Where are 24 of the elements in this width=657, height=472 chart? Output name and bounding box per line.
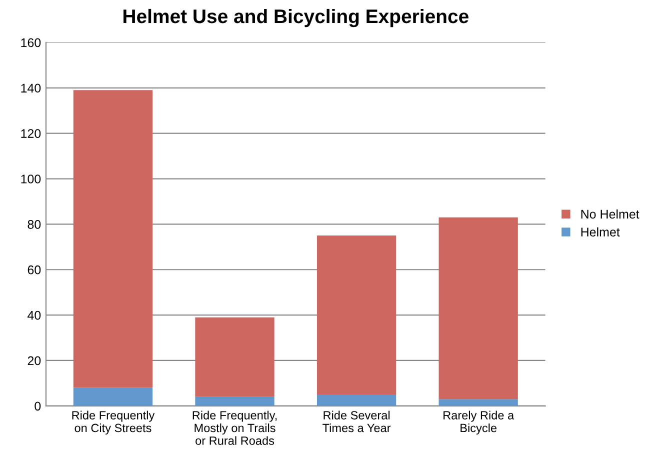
legend-label: No Helmet [581,209,640,219]
y-tick-label: 80 [28,220,41,229]
bar [73,90,153,388]
y-tick-label: 60 [28,265,41,274]
bar [438,217,518,400]
y-tick-label: 100 [21,174,41,184]
bar [195,396,274,406]
x-tick-label: Ride Several Times a Year [322,410,391,432]
y-tick-label: 140 [21,84,41,93]
bar [438,399,518,406]
y-tick-label: 160 [21,38,41,48]
x-tick-label: Rarely Ride a Bicycle [444,410,514,434]
x-tick-label: Ride Frequently on City Streets [72,410,155,434]
y-tick-label: 40 [28,310,41,320]
y-tick-label: 20 [28,356,41,366]
y-tick-label: 0 [34,402,41,411]
x-tick-label: Ride Frequently, Mostly on Trails or Rural Roads [192,410,277,445]
bar [316,236,396,395]
y-tick-label: 120 [21,129,41,138]
bar [316,394,396,406]
chart-title: Helmet Use and Bicycling Experience [124,8,468,28]
bar [195,317,274,397]
legend-label: Helmet [581,227,620,237]
bar [73,388,153,406]
